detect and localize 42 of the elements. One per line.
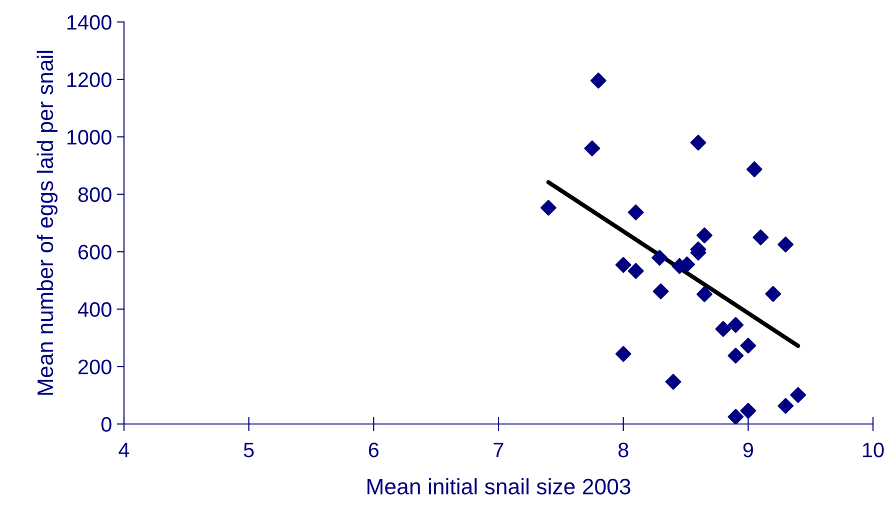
point xyxy=(778,398,794,414)
point xyxy=(740,338,756,354)
y-tick-label: 0 xyxy=(101,417,112,432)
point xyxy=(752,229,769,246)
point xyxy=(652,250,668,266)
y-tick-label: 1000 xyxy=(67,130,112,145)
x-axis-title: Mean initial snail size 2003 xyxy=(368,478,630,494)
y-tick-label: 1200 xyxy=(67,72,112,88)
point xyxy=(765,286,782,302)
y-tick-label: 600 xyxy=(78,244,112,260)
y-tick-label: 1400 xyxy=(67,15,112,30)
point xyxy=(628,204,644,220)
point xyxy=(590,72,606,89)
point xyxy=(615,346,632,362)
x-tick-label: 7 xyxy=(494,442,504,458)
x-tick-label: 5 xyxy=(244,442,254,458)
point xyxy=(728,408,744,424)
point xyxy=(628,262,644,279)
x-tick-label: 9 xyxy=(743,442,753,458)
point xyxy=(652,283,669,300)
y-tick-label: 200 xyxy=(78,360,112,374)
x-tick-label: 6 xyxy=(368,442,379,458)
point xyxy=(728,316,744,333)
y-tick-label: 800 xyxy=(78,187,112,202)
x-tick-label: 4 xyxy=(118,442,130,458)
point xyxy=(584,140,600,156)
y-tick-label: 400 xyxy=(78,302,112,317)
point xyxy=(746,161,762,178)
point xyxy=(790,387,806,403)
point xyxy=(540,200,556,216)
x-tick-label: 8 xyxy=(618,442,628,458)
point xyxy=(696,286,712,302)
point xyxy=(690,134,706,151)
point xyxy=(665,374,682,390)
point xyxy=(615,256,632,273)
point xyxy=(715,320,732,337)
point xyxy=(728,348,744,364)
point xyxy=(778,236,794,253)
point xyxy=(696,227,712,244)
x-tick-label: 10 xyxy=(863,442,884,458)
y-axis-title: Mean number of eggs laid per snail xyxy=(36,50,58,395)
point xyxy=(740,402,756,419)
